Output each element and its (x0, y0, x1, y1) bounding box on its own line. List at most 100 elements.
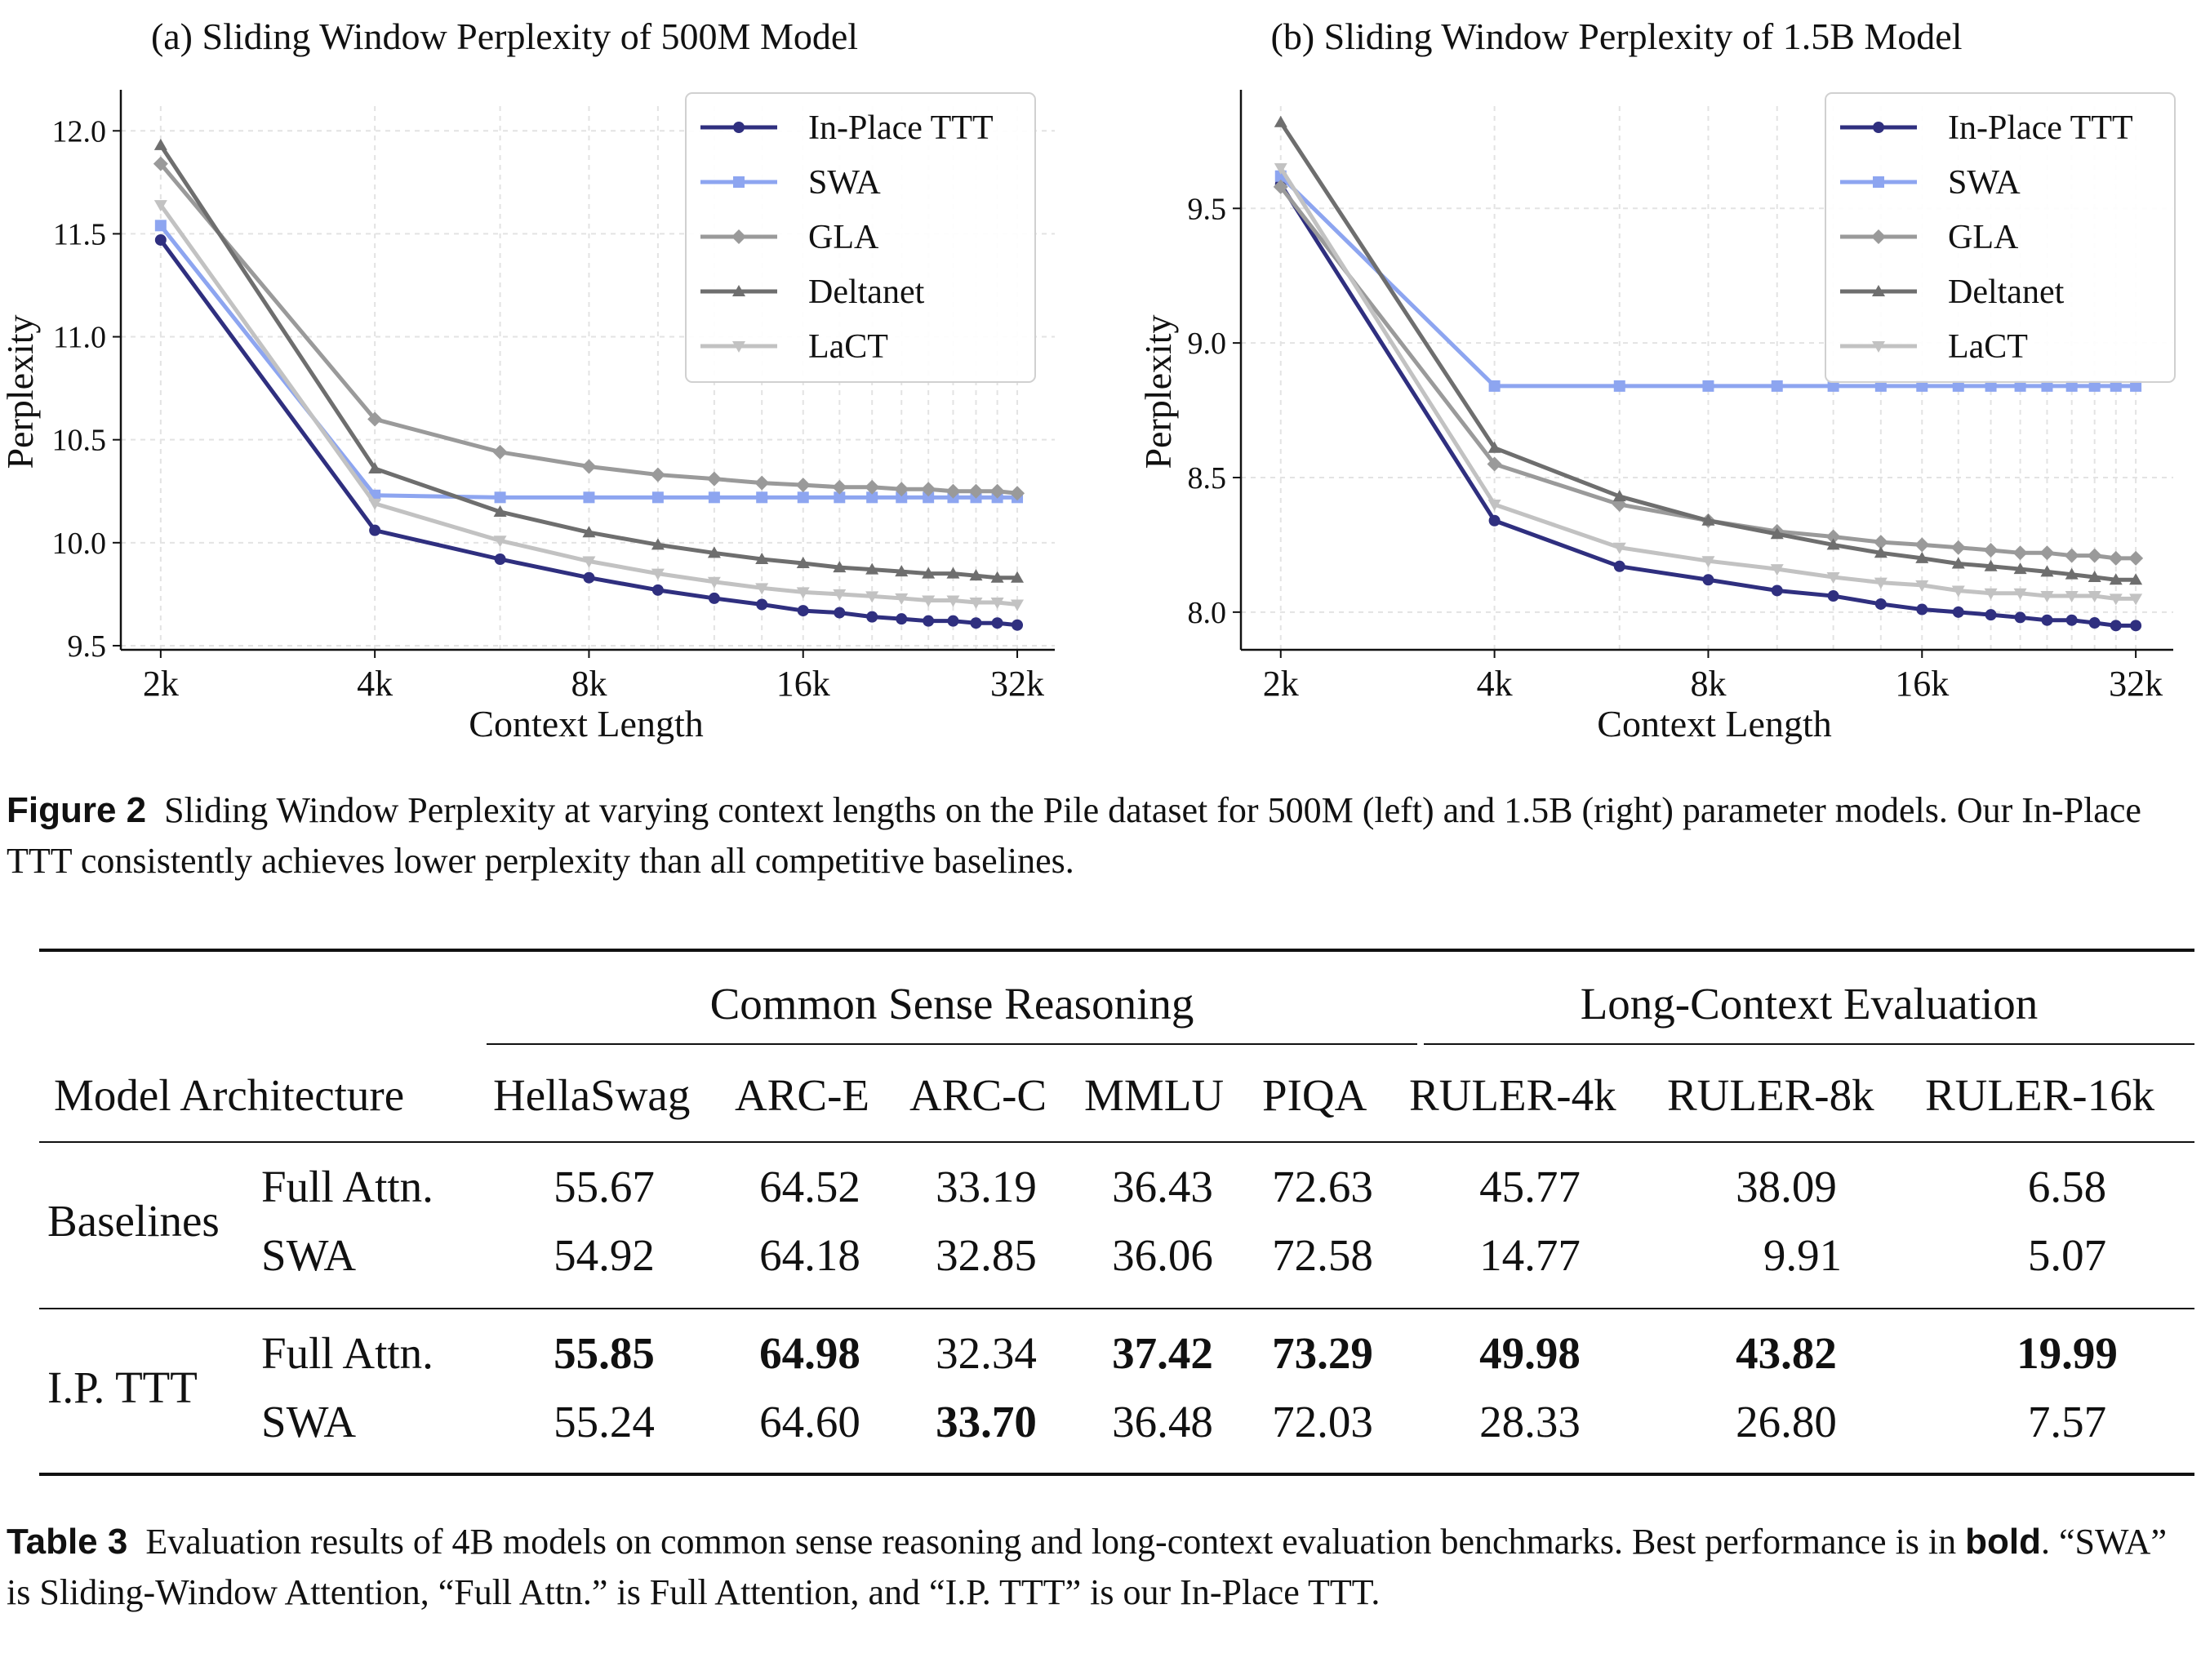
group-header-common-sense: Common Sense Reasoning (709, 979, 1194, 1029)
figure-caption-text: Sliding Window Perplexity at varying con… (7, 790, 2141, 881)
data-point (1487, 441, 1501, 453)
table-cell: 64.60 (759, 1397, 860, 1447)
legend: In-Place TTT SWA GLA Deltanet LaCT (1825, 92, 2176, 383)
x-tick-label: 4k (1477, 664, 1513, 704)
table-cell: 26.80 (1736, 1397, 1837, 1447)
data-point (990, 571, 1004, 583)
data-point (651, 568, 665, 580)
y-tick-label: 9.0 (1188, 327, 1227, 361)
table-cell: 55.24 (554, 1397, 655, 1447)
data-point (369, 524, 381, 536)
data-point (154, 233, 167, 246)
table-cell: 5.07 (2027, 1230, 2107, 1280)
data-point (1010, 486, 1025, 501)
data-point (2012, 545, 2028, 561)
legend-marker (1873, 176, 1884, 188)
data-point (2039, 545, 2055, 561)
col-header-model-architecture: Model Architecture (54, 1070, 405, 1120)
group-label-baselines: Baselines (47, 1196, 220, 1246)
data-point (1826, 571, 1840, 584)
legend-marker (1873, 122, 1884, 133)
col-header-hellaswag: HellaSwag (493, 1070, 691, 1120)
col-header-mmlu: MMLU (1084, 1070, 1225, 1120)
data-point (921, 482, 936, 497)
chart-1-5b-svg: (b) Sliding Window Perplexity of 1.5B Mo… (1137, 16, 2176, 744)
data-point (651, 538, 665, 550)
data-point (1702, 380, 1714, 392)
data-point (797, 491, 809, 504)
data-point (1825, 529, 1841, 544)
data-point (2014, 611, 2026, 624)
chart-500m: (a) Sliding Window Perplexity of 500M Mo… (0, 0, 1094, 751)
table-cell: 72.58 (1272, 1230, 1373, 1280)
row-variant: SWA (261, 1230, 357, 1280)
table-caption-text-end: . “SWA” is Sliding-Window Attention, “Fu… (7, 1522, 2167, 1612)
data-point (1915, 551, 1929, 563)
legend-label: In-Place TTT (808, 109, 994, 147)
data-point (1487, 456, 1502, 472)
data-point (968, 483, 984, 499)
data-point (1488, 380, 1501, 392)
col-header-ruler-8k: RULER-8k (1667, 1070, 1874, 1120)
data-point (756, 598, 768, 611)
legend-marker (732, 341, 745, 353)
data-point (989, 483, 1005, 499)
data-point (1915, 580, 1929, 592)
table-cell: 64.18 (759, 1230, 860, 1280)
series-line (158, 203, 1018, 607)
data-point (866, 491, 878, 504)
data-point (756, 491, 768, 504)
series-line (158, 144, 1018, 580)
group-rule (39, 1308, 2194, 1309)
data-point (368, 498, 382, 510)
x-tick-label: 8k (1690, 664, 1726, 704)
x-axis-label: Context Length (1597, 703, 1831, 744)
data-point (1873, 535, 1888, 550)
legend-marker (733, 122, 745, 133)
data-point (153, 200, 167, 212)
data-point (2088, 380, 2101, 392)
legend-label: SWA (808, 164, 881, 202)
table-cell-best: 49.98 (1479, 1328, 1581, 1378)
data-point (493, 504, 507, 517)
table-cell: 72.03 (1272, 1397, 1373, 1447)
table-caption-bold-word: bold (1965, 1522, 2042, 1562)
data-point (866, 611, 878, 623)
data-point (651, 584, 664, 596)
data-point (2065, 591, 2079, 603)
data-point (2109, 573, 2123, 585)
group-label-ip-ttt: I.P. TTT (47, 1362, 198, 1412)
legend-marker (1872, 285, 1885, 296)
y-tick-label: 10.0 (52, 527, 107, 561)
data-point (1985, 609, 1997, 621)
data-point (834, 607, 846, 619)
row-variant: SWA (261, 1397, 357, 1447)
data-point (796, 587, 810, 599)
data-point (1612, 542, 1626, 554)
col-header-piqa: PIQA (1262, 1070, 1367, 1120)
data-point (922, 595, 936, 607)
data-point (707, 546, 721, 558)
data-point (2041, 380, 2053, 392)
data-point (583, 491, 595, 504)
legend-label: GLA (1948, 219, 2019, 256)
data-point (1916, 380, 1928, 392)
series-line (1278, 183, 2137, 628)
data-point (896, 491, 908, 504)
group-header-long-context: Long-Context Evaluation (1580, 979, 2039, 1029)
data-point (650, 467, 665, 482)
data-point (153, 138, 167, 150)
data-point (947, 615, 959, 627)
data-point (1701, 513, 1715, 526)
x-tick-label: 32k (2109, 664, 2163, 704)
legend-label: LaCT (808, 328, 888, 366)
y-tick-label: 9.5 (68, 629, 107, 664)
data-point (2109, 593, 2123, 606)
data-point (895, 565, 909, 577)
x-tick-label: 32k (990, 664, 1044, 704)
data-point (2065, 614, 2078, 626)
data-point (2088, 617, 2101, 629)
data-point (1827, 590, 1839, 602)
results-table: Common Sense Reasoning Long-Context Eval… (39, 949, 2194, 1479)
data-point (2130, 380, 2142, 392)
